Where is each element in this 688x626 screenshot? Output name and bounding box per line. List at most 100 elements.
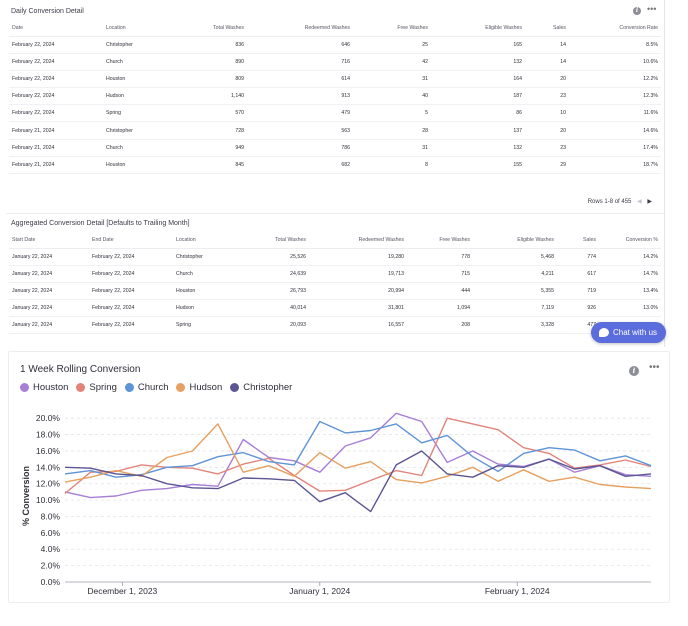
legend-label: Hudson: [189, 382, 223, 393]
table-cell: 1,140: [187, 87, 247, 106]
table-row: February 21, 2024 Houston 845 682 8 155 29 18.7…: [9, 156, 661, 175]
column-header-conversion-percent[interactable]: Conversion %: [599, 233, 661, 249]
info-icon[interactable]: i: [629, 366, 639, 376]
table-cell: 949: [187, 139, 247, 157]
column-header-free-washes[interactable]: Free Washes: [407, 233, 473, 249]
column-header-location[interactable]: Location: [173, 233, 249, 249]
table-row: February 22, 2024 Spring 570 479 5 86 10 11.6%: [9, 104, 661, 123]
info-icon[interactable]: i: [633, 7, 641, 15]
table-row: January 22, 2024 February 22, 2024 Houston…: [9, 282, 661, 301]
legend-item-hudson[interactable]: Hudson: [176, 382, 222, 393]
legend-label: Church: [137, 382, 169, 393]
legend-label: Christopher: [243, 382, 293, 393]
table-cell: 477: [557, 316, 599, 335]
table-cell: February 21, 2024: [9, 121, 103, 140]
column-header-redeemed-washes[interactable]: Redeemed Washes: [309, 233, 407, 249]
more-options-icon[interactable]: •••: [647, 4, 657, 14]
table-cell: 14.6%: [569, 121, 661, 140]
more-options-icon[interactable]: •••: [649, 362, 660, 373]
table-cell: Spring: [103, 104, 187, 123]
table-cell: Houston: [173, 282, 249, 301]
column-header-free-washes[interactable]: Free Washes: [353, 21, 431, 37]
legend-item-christopher[interactable]: Christopher: [230, 382, 292, 393]
table-cell: 563: [247, 121, 353, 140]
table-cell: 617: [557, 265, 599, 283]
table-cell: Spring: [173, 316, 249, 335]
table-cell: 7,119: [473, 299, 557, 318]
chat-bubble-icon: [599, 328, 609, 337]
y-tick-label: 2.0%: [41, 561, 61, 571]
aggregated-conversion-title: Aggregated Conversion Detail [Defaults t…: [11, 220, 190, 227]
table-cell: 12.2%: [569, 70, 661, 89]
table-cell: February 22, 2024: [89, 265, 173, 283]
column-header-start-date[interactable]: Start Date: [9, 233, 89, 249]
legend-item-church[interactable]: Church: [124, 382, 169, 393]
table-cell: 155: [431, 156, 525, 175]
table-row: January 22, 2024 February 22, 2024 Christo…: [9, 248, 661, 266]
chat-with-us-button[interactable]: Chat with us: [591, 322, 666, 343]
table-cell: 86: [431, 104, 525, 123]
legend-swatch: [76, 383, 86, 392]
table-cell: 809: [187, 70, 247, 89]
table-cell: 31: [353, 139, 431, 157]
column-header-sales[interactable]: Sales: [557, 233, 599, 249]
table-cell: 40,014: [249, 299, 309, 318]
column-header-redeemed-washes[interactable]: Redeemed Washes: [247, 21, 353, 37]
table-cell: 16,557: [309, 316, 407, 335]
legend-swatch: [230, 383, 240, 392]
table-cell: 20: [525, 121, 569, 140]
table-cell: February 22, 2024: [89, 299, 173, 318]
table-cell: 646: [247, 36, 353, 54]
y-tick-label: 20.0%: [36, 413, 61, 423]
table-cell: 20,994: [309, 282, 407, 301]
legend-item-spring[interactable]: Spring: [76, 382, 117, 393]
table-cell: 132: [431, 139, 525, 157]
column-header-eligible-washes[interactable]: Eligible Washes: [431, 21, 525, 37]
table-cell: Church: [103, 53, 187, 71]
table-cell: 20,093: [249, 316, 309, 335]
previous-page-icon[interactable]: ◀: [637, 199, 642, 205]
chart-title: 1 Week Rolling Conversion: [20, 364, 141, 375]
column-header-end-date[interactable]: End Date: [89, 233, 173, 249]
table-cell: 17.4%: [569, 139, 661, 157]
table-cell: 4,211: [473, 265, 557, 283]
table-cell: 716: [247, 53, 353, 71]
series-line-church: [64, 420, 652, 478]
y-tick-label: 16.0%: [36, 446, 61, 456]
line-chart: 0.0% 2.0% 4.0% 6.0% 8.0% 10.0% 12.0% 14.0% 16.0%…: [21, 412, 652, 596]
table-cell: 208: [407, 316, 473, 335]
table-cell: 8: [353, 156, 431, 175]
table-cell: 24,639: [249, 265, 309, 283]
table-row: January 22, 2024 February 22, 2024 Hudson 4…: [9, 299, 661, 318]
table-cell: 13.4%: [599, 282, 661, 301]
table-cell: 3,328: [473, 316, 557, 335]
table-cell: 187: [431, 87, 525, 106]
column-header-total-washes[interactable]: Total Washes: [187, 21, 247, 37]
column-header-sales[interactable]: Sales: [525, 21, 569, 37]
table-cell: 132: [431, 53, 525, 71]
table-cell: 8.5%: [569, 36, 661, 54]
table-cell: 19,713: [309, 265, 407, 283]
table-cell: 14: [525, 53, 569, 71]
next-page-icon[interactable]: ▶: [647, 199, 652, 205]
table-cell: Christopher: [173, 248, 249, 266]
table-cell: 926: [557, 299, 599, 318]
column-header-eligible-washes[interactable]: Eligible Washes: [473, 233, 557, 249]
legend-swatch: [176, 383, 186, 392]
legend-item-houston[interactable]: Houston: [20, 382, 68, 393]
column-header-conversion-rate[interactable]: Conversion Rate: [569, 21, 661, 37]
pagination-label: Rows 1-8 of 455: [587, 199, 632, 205]
rolling-conversion-chart-card: 1 Week Rolling Conversion i ••• Houston S…: [8, 351, 670, 603]
table-cell: 719: [557, 282, 599, 301]
table-cell: January 22, 2024: [9, 265, 89, 283]
table-cell: February 22, 2024: [9, 104, 103, 123]
column-header-date[interactable]: Date: [9, 21, 103, 37]
table-cell: 137: [431, 121, 525, 140]
x-tick-label: January 1, 2024: [289, 586, 350, 596]
table-row: February 21, 2024 Church 949 786 31 132 23 17.4…: [9, 139, 661, 157]
y-tick-label: 14.0%: [36, 462, 61, 472]
column-header-total-washes[interactable]: Total Washes: [249, 233, 309, 249]
column-header-location[interactable]: Location: [103, 21, 187, 37]
y-tick-label: 10.0%: [36, 495, 61, 505]
table-cell: 28: [353, 121, 431, 140]
